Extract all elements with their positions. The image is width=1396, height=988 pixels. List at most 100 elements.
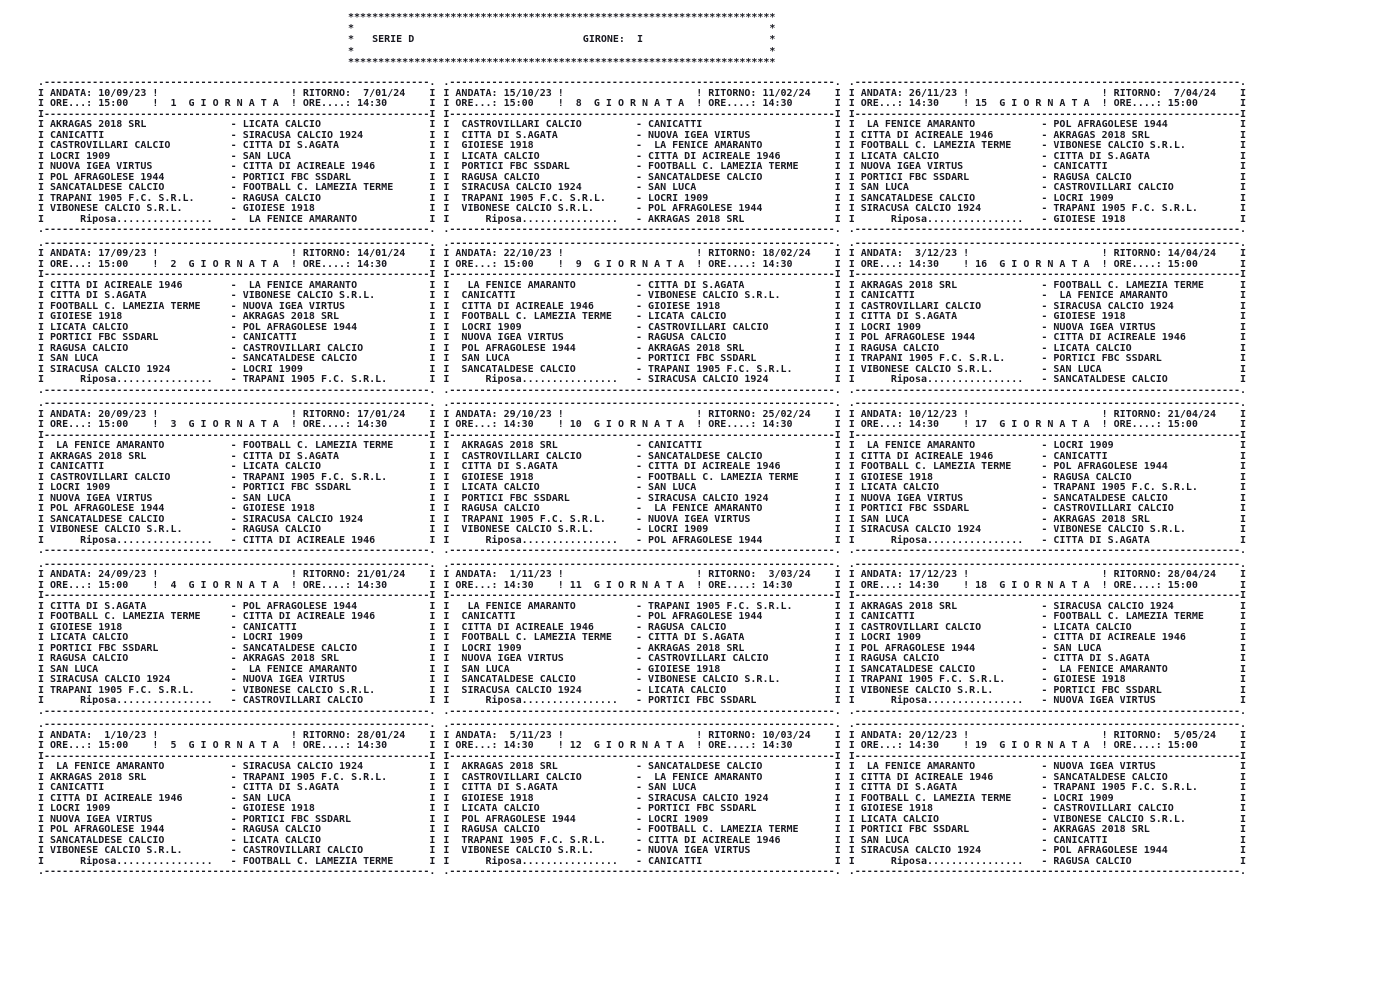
match-row: I CITTA DI ACIREALE 1946 - GIOIESE 1918 …	[443, 300, 841, 312]
match-row: I RAGUSA CALCIO - CASTROVILLARI CALCIO I	[38, 342, 436, 354]
column-1: .---------------------------------------…	[38, 77, 436, 881]
match-row: I TRAPANI 1905 F.C. S.R.L. - GIOIESE 191…	[848, 674, 1247, 685]
match-row: I SAN LUCA - GIOIESE 1918 I	[443, 663, 841, 675]
match-row: I POL AFRAGOLESE 1944 - RAGUSA CALCIO I	[38, 824, 436, 835]
match-row: I SANCATALDESE CALCIO - LICATA CALCIO I	[38, 834, 436, 846]
match-row: I SAN LUCA - AKRAGAS 2018 SRL I	[848, 513, 1247, 525]
match-row: I CITTA DI ACIREALE 1946 - SAN LUCA I	[38, 792, 436, 804]
giornata-block-2: .---------------------------------------…	[38, 237, 436, 397]
match-row: I LICATA CALCIO - CITTA DI S.AGATA I	[848, 150, 1247, 162]
header-separator: I---------------------------------------…	[443, 429, 841, 441]
match-row: I AKRAGAS 2018 SRL - SANCATALDESE CALCIO…	[443, 761, 841, 772]
match-row: I FOOTBALL C. LAMEZIA TERME - CITTA DI S…	[443, 632, 841, 643]
league-header-box: ****************************************…	[348, 12, 776, 68]
match-row: I LICATA CALCIO - PORTICI FBC SSDARL I	[443, 803, 841, 814]
match-row: I POL AFRAGOLESE 1944 - GIOIESE 1918 I	[38, 503, 436, 514]
match-row: I RAGUSA CALCIO - FOOTBALL C. LAMEZIA TE…	[443, 824, 841, 835]
match-row: I CASTROVILLARI CALCIO - LICATA CALCIO I	[848, 621, 1247, 633]
match-row: I VIBONESE CALCIO S.R.L. - SAN LUCA I	[848, 363, 1247, 375]
andata-ritorno-line: I ANDATA: 22/10/23 ! ! RITORNO: 18/02/24…	[443, 248, 841, 259]
block-bottom-border: .---------------------------------------…	[848, 384, 1247, 396]
ore-giornata-line: I ORE...: 14:30 ! 12 G I O R N A T A ! O…	[443, 740, 841, 751]
giornata-block-12: .---------------------------------------…	[443, 719, 841, 878]
header-separator: I---------------------------------------…	[38, 269, 436, 280]
match-row: I SIRACUSA CALCIO 1924 - POL AFRAGOLESE …	[848, 845, 1247, 856]
andata-ritorno-line: I ANDATA: 17/12/23 ! ! RITORNO: 28/04/24…	[848, 569, 1247, 580]
match-row: I NUOVA IGEA VIRTUS - CASTROVILLARI CALC…	[443, 653, 841, 664]
andata-ritorno-line: I ANDATA: 20/09/23 ! ! RITORNO: 17/01/24…	[38, 408, 436, 420]
match-row: I LA FENICE AMARANTO - LOCRI 1909 I	[848, 440, 1247, 451]
giornata-block-16: .---------------------------------------…	[848, 238, 1247, 397]
ore-giornata-line: I ORE...: 14:30 ! 17 G I O R N A T A ! O…	[848, 419, 1247, 430]
match-row: I PORTICI FBC SSDARL - CASTROVILLARI CAL…	[848, 503, 1247, 514]
match-row: I RAGUSA CALCIO - SANCATALDESE CALCIO I	[443, 171, 841, 183]
match-row: I LA FENICE AMARANTO - CITTA DI S.AGATA …	[443, 279, 841, 291]
giornata-block-5: .---------------------------------------…	[38, 719, 436, 878]
match-row: I LICATA CALCIO - TRAPANI 1905 F.C. S.R.…	[848, 482, 1247, 493]
riposa-row: I Riposa................ - AKRAGAS 2018 …	[443, 213, 841, 225]
giornata-block-11: .---------------------------------------…	[443, 559, 841, 718]
match-row: I LA FENICE AMARANTO - NUOVA IGEA VIRTUS…	[848, 761, 1247, 772]
block-top-border: .---------------------------------------…	[848, 719, 1247, 730]
match-row: I SIRACUSA CALCIO 1924 - LICATA CALCIO I	[443, 684, 841, 696]
match-row: I LOCRI 1909 - SAN LUCA I	[38, 150, 436, 162]
andata-ritorno-line: I ANDATA: 17/09/23 ! ! RITORNO: 14/01/24…	[38, 248, 436, 259]
match-row: I RAGUSA CALCIO - LA FENICE AMARANTO I	[443, 503, 841, 514]
block-bottom-border: .---------------------------------------…	[848, 545, 1247, 556]
match-row: I TRAPANI 1905 F.C. S.R.L. - CITTA DI AC…	[443, 834, 841, 846]
match-row: I CASTROVILLARI CALCIO - CANICATTI I	[443, 119, 841, 130]
match-row: I SANCATALDESE CALCIO - SIRACUSA CALCIO …	[38, 513, 436, 525]
riposa-row: I Riposa................ - SIRACUSA CALC…	[443, 374, 841, 385]
match-row: I LOCRI 1909 - NUOVA IGEA VIRTUS I	[848, 321, 1247, 333]
andata-ritorno-line: I ANDATA: 10/09/23 ! ! RITORNO: 7/01/24 …	[38, 87, 436, 99]
match-row: I VIBONESE CALCIO S.R.L. - CASTROVILLARI…	[38, 845, 436, 856]
riposa-row: I Riposa................ - NUOVA IGEA VI…	[848, 695, 1247, 706]
riposa-row: I Riposa................ - GIOIESE 1918 …	[848, 213, 1247, 225]
match-row: I AKRAGAS 2018 SRL - SIRACUSA CALCIO 192…	[848, 600, 1247, 612]
ore-giornata-line: I ORE...: 14:30 ! 16 G I O R N A T A ! O…	[848, 258, 1247, 270]
header-separator: I---------------------------------------…	[848, 108, 1247, 120]
match-row: I TRAPANI 1905 F.C. S.R.L. - PORTICI FBC…	[848, 353, 1247, 364]
block-bottom-border: .---------------------------------------…	[848, 224, 1247, 235]
match-row: I CASTROVILLARI CALCIO - CITTA DI S.AGAT…	[38, 140, 436, 151]
block-bottom-border: .---------------------------------------…	[38, 545, 436, 556]
match-row: I SAN LUCA - CASTROVILLARI CALCIO I	[848, 182, 1247, 193]
match-row: I AKRAGAS 2018 SRL - FOOTBALL C. LAMEZIA…	[848, 279, 1247, 291]
block-bottom-border: .---------------------------------------…	[38, 224, 436, 235]
match-row: I FOOTBALL C. LAMEZIA TERME - LOCRI 1909…	[848, 792, 1247, 804]
match-row: I LICATA CALCIO - POL AFRAGOLESE 1944 I	[38, 321, 436, 333]
ore-giornata-line: I ORE...: 15:00 ! 3 G I O R N A T A ! OR…	[38, 419, 436, 430]
match-row: I GIOIESE 1918 - CANICATTI I	[38, 621, 436, 633]
match-row: I CANICATTI - FOOTBALL C. LAMEZIA TERME …	[848, 611, 1247, 622]
match-row: I CITTA DI S.AGATA - GIOIESE 1918 I	[848, 311, 1247, 322]
block-bottom-border: .---------------------------------------…	[848, 866, 1247, 877]
match-row: I CITTA DI ACIREALE 1946 - AKRAGAS 2018 …	[848, 129, 1247, 141]
match-row: I SIRACUSA CALCIO 1924 - SAN LUCA I	[443, 182, 841, 193]
ore-giornata-line: I ORE...: 14:30 ! 10 G I O R N A T A ! O…	[443, 419, 841, 430]
match-row: I CITTA DI ACIREALE 1946 - LA FENICE AMA…	[38, 279, 436, 291]
match-row: I CASTROVILLARI CALCIO - SANCATALDESE CA…	[443, 450, 841, 462]
block-top-border: .---------------------------------------…	[38, 237, 436, 249]
andata-ritorno-line: I ANDATA: 26/11/23 ! ! RITORNO: 7/04/24 …	[848, 87, 1247, 99]
match-row: I CITTA DI S.AGATA - TRAPANI 1905 F.C. S…	[848, 782, 1247, 793]
block-bottom-border: .---------------------------------------…	[443, 866, 841, 877]
andata-ritorno-line: I ANDATA: 29/10/23 ! ! RITORNO: 25/02/24…	[443, 408, 841, 420]
match-row: I NUOVA IGEA VIRTUS - RAGUSA CALCIO I	[443, 332, 841, 343]
giornata-block-17: .---------------------------------------…	[848, 398, 1247, 557]
giornata-block-19: .---------------------------------------…	[848, 719, 1247, 878]
match-row: I RAGUSA CALCIO - LICATA CALCIO I	[848, 342, 1247, 354]
column-2: .---------------------------------------…	[443, 77, 841, 881]
match-row: I SANCATALDESE CALCIO - LOCRI 1909 I	[848, 192, 1247, 204]
match-row: I PORTICI FBC SSDARL - AKRAGAS 2018 SRL …	[848, 824, 1247, 835]
ore-giornata-line: I ORE...: 15:00 ! 5 G I O R N A T A ! OR…	[38, 740, 436, 751]
header-separator: I---------------------------------------…	[848, 590, 1247, 601]
match-row: I SIRACUSA CALCIO 1924 - NUOVA IGEA VIRT…	[38, 674, 436, 685]
header-separator: I---------------------------------------…	[443, 590, 841, 601]
ore-giornata-line: I ORE...: 14:30 ! 18 G I O R N A T A ! O…	[848, 579, 1247, 591]
match-row: I NUOVA IGEA VIRTUS - SANCATALDESE CALCI…	[848, 492, 1247, 504]
giornata-block-8: .---------------------------------------…	[443, 77, 841, 236]
block-top-border: .---------------------------------------…	[848, 398, 1247, 409]
block-bottom-border: .---------------------------------------…	[443, 545, 841, 556]
match-row: I LOCRI 1909 - CITTA DI ACIREALE 1946 I	[848, 632, 1247, 643]
match-row: I TRAPANI 1905 F.C. S.R.L. - VIBONESE CA…	[38, 684, 436, 696]
